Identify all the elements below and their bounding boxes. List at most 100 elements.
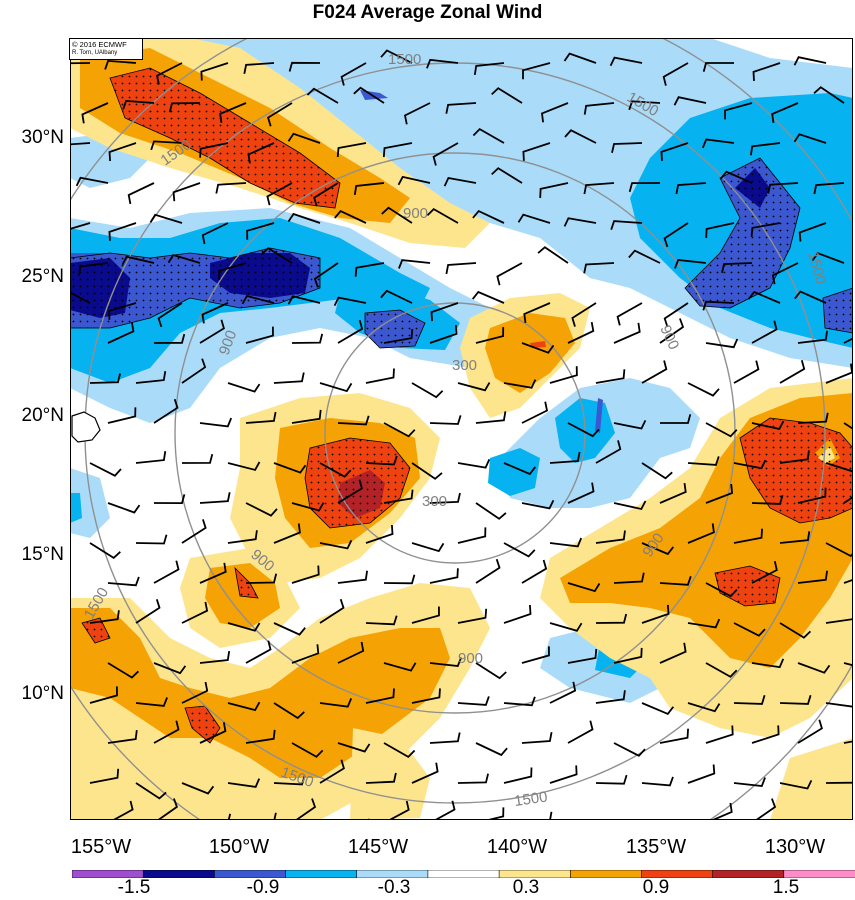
wind-barb (411, 606, 440, 624)
wind-barb (475, 742, 508, 757)
colorbar-label: 1.5 (772, 877, 800, 898)
wind-barb (702, 62, 734, 72)
wind-barb (549, 622, 583, 632)
wind-barb (733, 695, 766, 705)
wind-barb (89, 686, 118, 704)
wind-barb (383, 422, 416, 438)
wind-barb (227, 530, 258, 544)
wind-barb (771, 262, 799, 285)
wind-barb (567, 422, 600, 438)
wind-barb (517, 213, 551, 224)
wind-barb (687, 702, 721, 713)
wind-barb (291, 502, 325, 512)
wind-barb (613, 420, 647, 430)
wind-barb (291, 409, 322, 424)
wind-barb (199, 142, 229, 158)
wind-barb (273, 372, 305, 384)
wind-barb (319, 698, 353, 708)
wind-barb (429, 568, 459, 584)
lat-label: 20°N (21, 405, 64, 426)
wind-barb (595, 369, 626, 384)
wind-barb (246, 222, 275, 240)
wind-barb (319, 382, 353, 393)
wind-barb (660, 414, 692, 424)
wind-barb (245, 640, 272, 664)
wind-barb (503, 379, 537, 389)
wind-barb (227, 382, 261, 393)
wind-barb (199, 722, 227, 744)
wind-barb (705, 222, 735, 239)
wind-barb (245, 326, 274, 344)
wind-barb (337, 641, 365, 664)
wind-barb (475, 558, 501, 584)
wind-barb (641, 702, 675, 715)
wind-barb (521, 342, 555, 354)
wind-barb (628, 100, 661, 111)
wind-barb (793, 56, 827, 66)
wind-barb (705, 725, 734, 744)
wind-barb (549, 765, 578, 784)
wind-barbs (70, 49, 853, 820)
wind-barb (172, 182, 201, 202)
wind-barb (663, 222, 689, 248)
wind-barb (539, 182, 569, 198)
wind-barb (443, 176, 477, 187)
wind-barb (199, 492, 231, 504)
contour-label: 900 (403, 205, 428, 222)
wind-barb (426, 207, 459, 224)
wind-barb (567, 720, 594, 744)
wind-barb (319, 462, 352, 478)
colorbar-label: -0.9 (246, 877, 280, 898)
wind-barb (167, 253, 201, 264)
wind-barb (609, 56, 643, 67)
wind-barb (503, 767, 533, 784)
wind-barb (496, 262, 523, 286)
wind-barb (313, 262, 339, 288)
wind-barb (663, 302, 689, 328)
wind-barb (337, 742, 371, 753)
wind-barb (365, 615, 398, 626)
wind-barb (70, 142, 91, 146)
wind-barb (503, 542, 536, 558)
wind-barb (333, 296, 367, 306)
wind-barb (241, 294, 275, 305)
wind-barb (135, 534, 168, 545)
wind-barb (521, 401, 549, 424)
wind-barb (611, 142, 643, 153)
wind-barb (340, 62, 367, 86)
wind-barb (218, 262, 247, 280)
wind-barb (337, 319, 364, 344)
contour-label: 300 (452, 357, 477, 374)
wind-barb (107, 502, 141, 514)
wind-barb (199, 562, 227, 584)
wind-barb (245, 573, 278, 584)
wind-barb (153, 494, 186, 505)
wind-barb (365, 772, 397, 784)
lon-label: 140°W (486, 836, 548, 858)
wind-barb (288, 61, 321, 72)
credit-box: © 2016 ECMWF R. Torn, UAlbany (69, 38, 143, 60)
wind-barb (779, 695, 812, 705)
wind-barb (411, 762, 439, 784)
wind-barb (273, 622, 306, 636)
wind-barb (153, 398, 179, 424)
wind-barb (473, 62, 505, 76)
wind-barb (719, 170, 753, 184)
wind-barb (687, 618, 721, 629)
wind-barb (411, 462, 443, 480)
wind-barb (122, 99, 155, 110)
wind-barb (522, 62, 551, 80)
wind-barb (273, 462, 307, 474)
wind-barb (353, 182, 385, 196)
wind-barb (287, 295, 321, 305)
wind-barb (227, 622, 261, 632)
wind-barb (503, 604, 532, 624)
wind-barb (613, 572, 645, 584)
wind-barb (200, 62, 229, 81)
wind-barb (156, 798, 178, 820)
wind-barb (273, 775, 306, 786)
wind-barb (503, 462, 537, 476)
colorbar (72, 870, 855, 878)
wind-barb (287, 212, 321, 224)
wind-barb (383, 489, 414, 504)
